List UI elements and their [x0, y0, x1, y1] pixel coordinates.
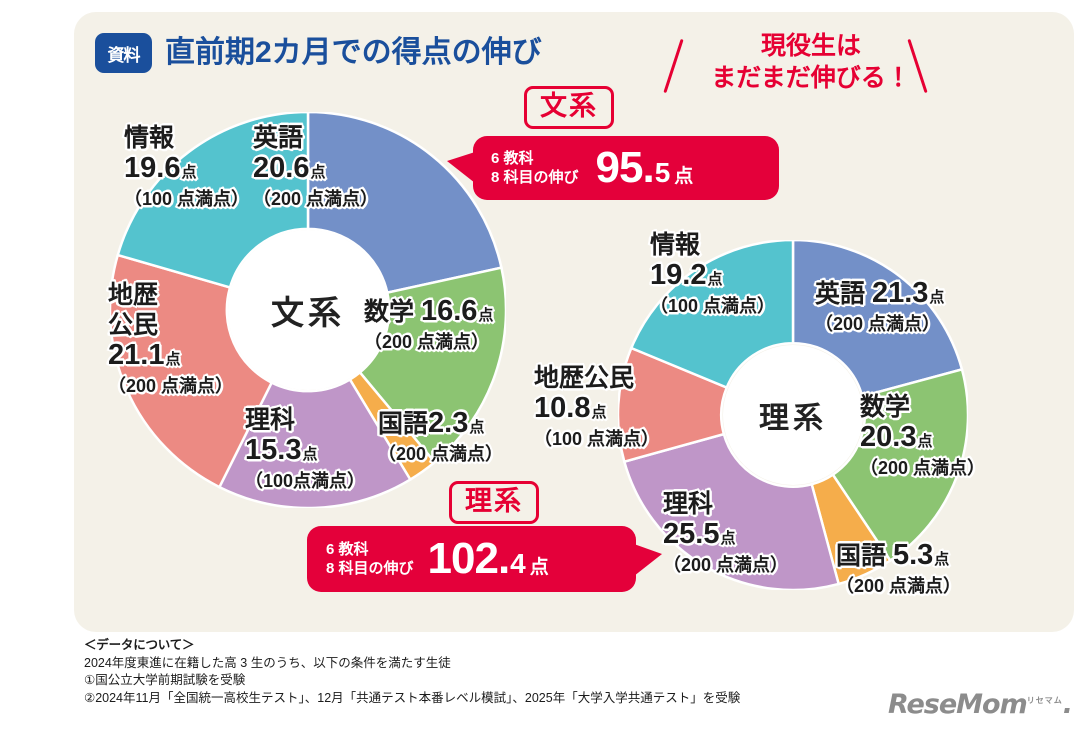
pie-slice-英語 — [791, 240, 964, 398]
pie-slice-情報 — [629, 240, 795, 390]
slice-label-rikei-eigo: 英語 21.3点 （200 点満点） — [815, 278, 944, 336]
slice-label-rikei-sugaku-name: 数学 — [860, 393, 911, 421]
slice-label-rikei-kokugo-max: （200 点満点） — [836, 576, 962, 596]
slice-label-bunkei-joho-max: （100 点満点） — [124, 189, 250, 209]
resemom-logo-text: ReseMom — [888, 689, 1028, 720]
slice-label-rikei-joho-value: 19.2点 — [650, 259, 723, 291]
pie-slice-理科 — [622, 432, 841, 590]
slice-label-bunkei-joho-name: 情報 — [124, 124, 175, 152]
slice-label-bunkei-joho-value: 19.6点 — [124, 152, 197, 184]
slice-label-bunkei-joho: 情報 19.6点 （100 点満点） — [124, 123, 249, 211]
callout-rikei-unit: 点 — [529, 557, 549, 578]
callout-rikei-caption: 6 教科 8 科目の伸び — [326, 540, 414, 578]
tag-rikei: 理系 — [449, 481, 539, 524]
data-notes: ＜データについて＞ 2024年度東進に在籍した高 3 生のうち、以下の条件を満た… — [84, 637, 740, 707]
slice-label-bunkei-chireki: 地歴 公民 21.1点 （200 点満点） — [108, 280, 233, 398]
pie-slice-数学 — [831, 367, 968, 563]
slice-label-bunkei-eigo-max: （200 点満点） — [253, 189, 379, 209]
donut-chart-bunkei: 文系 — [110, 112, 506, 508]
donut-bunkei-svg — [110, 112, 506, 508]
pie-slice-英語 — [306, 112, 503, 295]
slice-label-rikei-rika-max: （200 点満点） — [663, 555, 789, 575]
slice-label-rikei-chireki-value: 10.8点 — [534, 392, 607, 424]
catchphrase: 現役生は まだまだ伸びる！ — [676, 30, 946, 94]
page-title: 直前期2カ月での得点の伸び — [165, 36, 542, 69]
slice-label-rikei-eigo-line: 英語 21.3点 — [815, 277, 945, 309]
callout-bunkei-total: 6 教科 8 科目の伸び 95. 5 点 — [447, 136, 779, 200]
callout-rikei-total: 6 教科 8 科目の伸び 102. 4 点 — [307, 526, 662, 592]
slice-label-rikei-kokugo: 国語 5.3点 （200 点満点） — [836, 540, 961, 598]
pie-slice-数学 — [358, 266, 506, 464]
slice-label-rikei-joho: 情報 19.2点 （100 点満点） — [650, 230, 775, 318]
resemom-logo-period: . — [1062, 689, 1073, 720]
data-notes-line-3: ②2024年11月「全国統一高校生テスト」、12月「共通テスト本番レベル模試」、… — [84, 690, 741, 705]
slice-label-rikei-sugaku: 数学 20.3点 （200 点満点） — [860, 392, 985, 480]
slice-label-rikei-sugaku-max: （200 点満点） — [860, 458, 986, 478]
slice-label-bunkei-chireki-name-1: 地歴 — [108, 281, 159, 309]
callout-bunkei-line1: 6 教科 — [491, 150, 534, 167]
slice-label-rikei-kokugo-line: 国語 5.3点 — [836, 539, 950, 571]
slice-label-bunkei-kokugo: 国語2.3点 （200 点満点） — [378, 408, 503, 466]
pie-slice-地歴公民 — [110, 253, 274, 489]
slice-label-rikei-rika-name: 理科 — [663, 490, 714, 518]
slice-label-rikei-rika-value: 25.5点 — [663, 518, 736, 550]
slice-label-bunkei-chireki-max: （200 点満点） — [108, 376, 234, 396]
slice-label-rikei-rika: 理科 25.5点 （200 点満点） — [663, 489, 788, 577]
resemom-logo: ReseMomリセマム. — [888, 689, 1073, 720]
slice-label-bunkei-sugaku-max: （200 点満点） — [364, 332, 490, 352]
slice-label-bunkei-eigo: 英語 20.6点 （200 点満点） — [253, 123, 378, 211]
slice-label-bunkei-rika: 理科 15.3点 （100点満点） — [245, 405, 365, 493]
callout-bunkei-unit: 点 — [674, 166, 694, 187]
slice-label-bunkei-eigo-value: 20.6点 — [253, 152, 326, 184]
slice-label-bunkei-kokugo-max: （200 点満点） — [378, 444, 504, 464]
callout-bunkei-int: 95 — [595, 143, 644, 192]
catchphrase-line-1: 現役生は — [760, 32, 861, 60]
slice-label-rikei-eigo-max: （200 点満点） — [815, 314, 941, 334]
callout-rikei-value: 102. 4 点 — [428, 537, 549, 581]
material-badge-label: 資料 — [107, 45, 141, 65]
slice-label-rikei-joho-name: 情報 — [650, 231, 701, 259]
donut-rikei-center-label: 理系 — [723, 345, 863, 485]
callout-bunkei-dot: . — [642, 143, 655, 192]
slice-label-bunkei-rika-name: 理科 — [245, 406, 296, 434]
pie-slice-理科 — [217, 377, 412, 508]
slice-label-bunkei-sugaku-line: 数学 16.6点 — [364, 295, 494, 327]
slice-label-rikei-chireki: 地歴公民 10.8点 （100 点満点） — [534, 363, 659, 451]
callout-bunkei-dec: 5 — [654, 157, 671, 188]
donut-rikei-svg — [618, 240, 968, 590]
callout-rikei-dec: 4 — [510, 548, 526, 579]
donut-bunkei-center-label: 文系 — [228, 230, 388, 390]
slice-label-bunkei-rika-value: 15.3点 — [245, 434, 318, 466]
material-badge: 資料 — [95, 33, 152, 73]
catchphrase-line-2: まだまだ伸びる！ — [711, 64, 911, 92]
slice-label-rikei-sugaku-value: 20.3点 — [860, 421, 933, 453]
data-notes-heading: ＜データについて＞ — [84, 638, 195, 652]
slice-label-rikei-chireki-max: （100 点満点） — [534, 429, 660, 449]
slice-label-bunkei-chireki-name-2: 公民 — [108, 311, 159, 339]
slice-label-rikei-chireki-name: 地歴公民 — [534, 364, 635, 392]
callout-bunkei-caption: 6 教科 8 科目の伸び — [491, 149, 579, 187]
slice-label-bunkei-rika-max: （100点満点） — [245, 471, 366, 491]
callout-bunkei-value: 95. 5 点 — [596, 146, 694, 190]
data-notes-line-1: 2024年度東進に在籍した高 3 生のうち、以下の条件を満たす生徒 — [84, 655, 451, 670]
tag-bunkei: 文系 — [524, 86, 614, 129]
resemom-logo-sup: リセマム — [1026, 696, 1063, 705]
callout-rikei-dot: . — [497, 534, 511, 583]
data-notes-line-2: ①国公立大学前期試験を受験 — [84, 673, 246, 687]
callout-bunkei-line2: 8 科目の伸び — [491, 169, 579, 186]
donut-chart-rikei: 理系 — [618, 240, 968, 590]
callout-rikei-int: 102 — [427, 534, 499, 583]
slice-label-bunkei-kokugo-line: 国語2.3点 — [378, 407, 485, 439]
callout-rikei-line1: 6 教科 — [326, 541, 369, 558]
slice-label-rikei-joho-max: （100 点満点） — [650, 296, 776, 316]
callout-rikei-line2: 8 科目の伸び — [326, 560, 414, 577]
slice-label-bunkei-chireki-value: 21.1点 — [108, 339, 181, 371]
slice-label-bunkei-eigo-name: 英語 — [253, 124, 304, 152]
slice-label-bunkei-sugaku: 数学 16.6点 （200 点満点） — [364, 296, 493, 354]
